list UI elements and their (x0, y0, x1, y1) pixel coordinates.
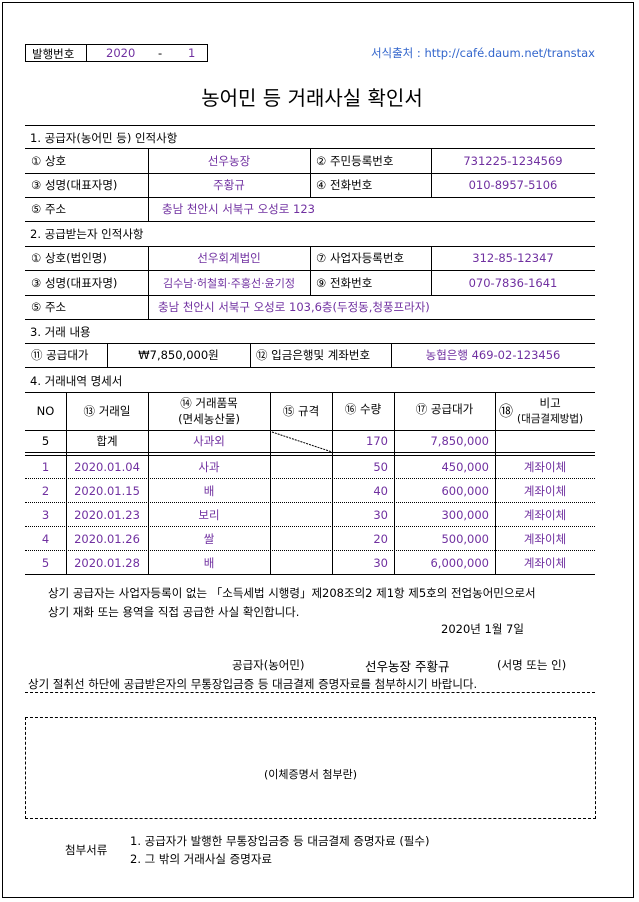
s3-value-amount: ₩7,850,000원 (138, 348, 219, 362)
col-date: ⑬ 거래일 (83, 404, 131, 418)
total-no: 5 (41, 434, 50, 448)
section4-heading: 4. 거래내역 명세서 (30, 374, 123, 388)
issue-no: 1 (188, 46, 196, 60)
attachment-item-1: 1. 공급자가 발행한 무통장입금증 등 대금결제 증명자료 (필수) (130, 834, 430, 848)
s2-label-phone: ⑨ 전화번호 (316, 275, 373, 290)
row-amt: 450,000 (441, 459, 489, 474)
supplier-label: 공급자(농어민) (232, 658, 305, 672)
col-no: NO (36, 404, 55, 418)
row-no: 1 (41, 459, 50, 474)
row-note: 계좌이체 (523, 507, 567, 522)
row-date: 2020.01.28 (74, 555, 140, 570)
s2-value-name: 선우회계법인 (197, 251, 261, 265)
s2-label-name: ① 상호(법인명) (31, 251, 107, 265)
row-amt: 6,000,000 (430, 555, 489, 570)
col-spec: ⑮ 규격 (282, 404, 320, 418)
row-no: 2 (41, 483, 50, 498)
s1-label-id: ② 주민등록번호 (316, 153, 394, 168)
col-item-line1: ⑭ 거래품목 (180, 396, 238, 410)
statement-line2: 상기 재화 또는 용역을 직접 공급한 사실 확인합니다. (48, 605, 300, 619)
page-title: 농어민 등 거래사실 확인서 (201, 86, 423, 110)
row-item: 보리 (198, 507, 220, 522)
s1-label-name: ① 상호 (31, 153, 67, 168)
row-amt: 600,000 (441, 483, 489, 498)
row-date: 2020.01.15 (74, 483, 140, 498)
s2-value-rep: 김수남·허철회·주홍선·윤기정 (163, 276, 295, 290)
issue-number-box: 발행번호 2020 - 1 (25, 44, 208, 62)
col-item-line2: (면세농산물) (178, 412, 240, 426)
row-note: 계좌이체 (523, 459, 567, 474)
total-qty: 170 (366, 434, 388, 448)
row-note: 계좌이체 (523, 531, 567, 546)
s3-label-amount: ⑪ 공급대가 (31, 348, 89, 362)
s2-value-bizno: 312-85-12347 (472, 251, 554, 265)
attachments-label: 첨부서류 (65, 843, 108, 857)
col-note: ⑱ 비고 (대금결제방법) (495, 392, 595, 430)
s1-value-name: 선우농장 (207, 153, 251, 168)
statement-line1: 상기 공급자는 사업자등록이 없는 「소득세법 시행령」제208조의2 제1항 … (48, 586, 536, 600)
row-date: 2020.01.26 (74, 531, 140, 546)
row-qty: 30 (373, 507, 388, 522)
s2-label-rep: ③ 성명(대표자명) (31, 275, 118, 290)
row-qty: 30 (373, 555, 388, 570)
row-qty: 40 (373, 483, 388, 498)
section3-heading: 3. 거래 내용 (30, 325, 91, 339)
row-item: 배 (203, 483, 215, 498)
total-item: 사과외 (193, 434, 225, 448)
s3-label-bank: ⑫ 입금은행및 계좌번호 (256, 348, 371, 362)
s2-value-phone: 070-7836-1641 (468, 275, 558, 290)
issue-year: 2020 (106, 46, 136, 60)
row-date: 2020.01.04 (74, 459, 140, 474)
attachment-item-2: 2. 그 밖의 거래사실 증명자료 (130, 852, 272, 866)
section2-heading: 2. 공급받는자 인적사항 (30, 227, 144, 241)
s1-value-address: 충남 천안시 서북구 오성로 123 (162, 202, 315, 216)
total-amount: 7,850,000 (430, 434, 489, 448)
total-label: 합계 (96, 434, 118, 448)
row-amt: 300,000 (441, 507, 489, 522)
issue-label: 발행번호 (32, 47, 75, 61)
row-note: 계좌이체 (523, 555, 567, 570)
section1-heading: 1. 공급자(농어민 등) 인적사항 (30, 131, 178, 145)
s1-label-address: ⑤ 주소 (31, 202, 67, 216)
s2-label-bizno: ⑦ 사업자등록번호 (316, 251, 405, 265)
row-item: 배 (203, 555, 215, 570)
row-no: 3 (41, 507, 50, 522)
row-amt: 500,000 (441, 531, 489, 546)
row-qty: 20 (373, 531, 388, 546)
row-note: 계좌이체 (523, 483, 567, 498)
col-amount: ⑰ 공급대가 (415, 402, 474, 416)
s1-value-id: 731225-1234569 (463, 153, 563, 168)
col-qty: ⑯ 수량 (344, 402, 382, 416)
s1-label-phone: ④ 전화번호 (316, 178, 373, 192)
supplier-name: 선우농장 주황규 (365, 659, 450, 674)
attach-notice: 상기 절취선 하단에 공급받은자의 무통장입금증 등 대금결제 증명자료를 첨부… (28, 677, 478, 691)
issue-dash: - (158, 46, 163, 60)
row-no: 4 (41, 531, 50, 546)
source-link[interactable]: 서식출처 : http://café.daum.net/transtax (370, 46, 595, 60)
row-item: 쌀 (203, 531, 215, 546)
col-note-number: ⑱ (499, 404, 513, 420)
row-item: 사과 (198, 459, 220, 474)
s1-value-rep: 주황규 (213, 178, 245, 192)
s2-value-address: 충남 천안시 서북구 오성로 103,6층(두정동,청풍프라자) (158, 300, 430, 314)
s1-label-rep: ③ 성명(대표자명) (31, 178, 118, 192)
attachment-box-label: (이체증명서 첨부란) (263, 768, 358, 781)
spec-diagonal (271, 431, 332, 453)
s2-label-address: ⑤ 주소 (31, 300, 67, 314)
s3-value-bank: 농협은행 469-02-123456 (425, 348, 561, 362)
row-no: 5 (41, 555, 50, 570)
col-item: ⑭ 거래품목 (면세농산물) (148, 392, 270, 430)
s1-value-phone: 010-8957-5106 (468, 178, 558, 192)
issue-date: 2020년 1월 7일 (441, 622, 524, 636)
cut-line (25, 692, 595, 693)
row-date: 2020.01.23 (74, 507, 140, 522)
row-qty: 50 (373, 459, 388, 474)
col-note-line1: 비고 (539, 396, 561, 410)
signature-note: (서명 또는 인) (497, 658, 567, 672)
col-note-line2: (대금결제방법) (517, 413, 584, 425)
attachment-box (25, 717, 596, 819)
